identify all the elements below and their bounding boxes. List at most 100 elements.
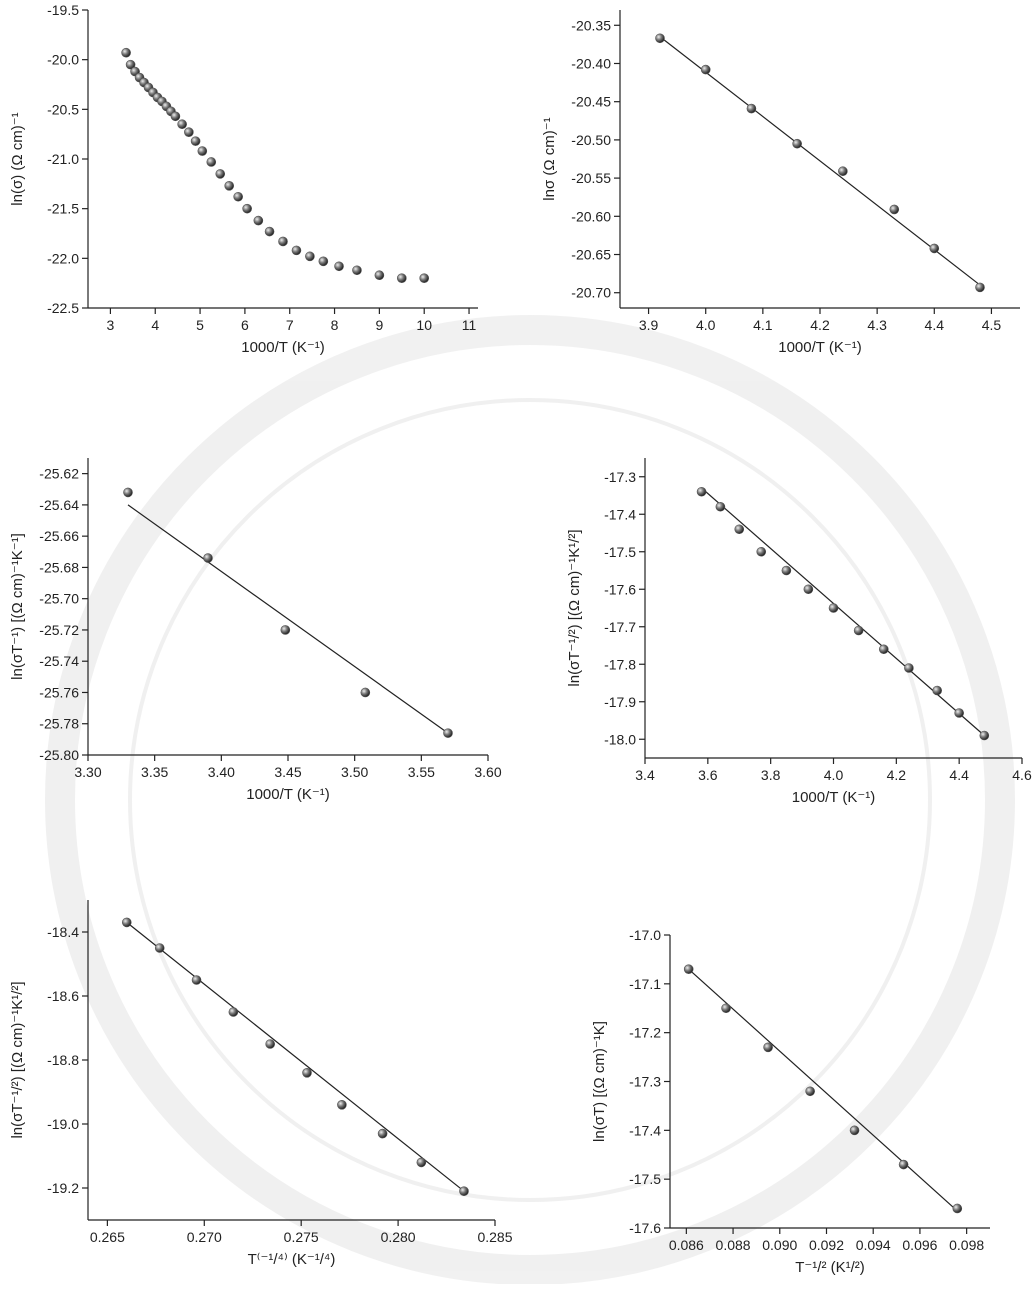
x-tick-label: 3.4: [635, 767, 655, 783]
x-tick-label: 0.098: [949, 1237, 984, 1253]
data-point: [352, 265, 362, 276]
y-tick-label: -17.5: [629, 1171, 661, 1187]
y-tick-label: -25.66: [39, 528, 79, 544]
x-axis-label: 1000/T (K⁻¹): [778, 339, 862, 356]
data-point: [184, 127, 194, 137]
y-tick-label: -25.70: [39, 591, 79, 607]
y-tick-label: -17.7: [604, 619, 636, 635]
data-point: [805, 1086, 815, 1097]
fit-line: [126, 921, 465, 1192]
y-tick-label: -20.35: [571, 17, 611, 33]
x-tick-label: 5: [196, 317, 204, 333]
data-point: [203, 553, 213, 563]
x-tick-label: 4.0: [696, 317, 716, 333]
data-point: [191, 975, 202, 985]
x-tick-label: 3: [107, 317, 115, 333]
data-point: [721, 1003, 731, 1014]
data-point: [123, 487, 133, 498]
x-tick-label: 3.50: [341, 764, 368, 780]
data-point: [121, 917, 132, 928]
x-tick-label: 4: [151, 317, 159, 333]
fit-line: [701, 487, 985, 736]
x-tick-label: 3.60: [474, 764, 501, 780]
data-point: [954, 708, 964, 718]
data-point: [979, 730, 990, 741]
fit-line: [659, 36, 981, 286]
y-tick-label: -21.5: [47, 201, 79, 217]
y-tick-label: -19.0: [47, 1116, 79, 1132]
y-axis-label: ln(σT⁻¹/²) [(Ω cm)⁻¹K¹/²]: [566, 529, 583, 686]
y-tick-label: -18.6: [47, 988, 79, 1004]
data-point: [889, 204, 900, 215]
data-point: [233, 191, 243, 202]
x-tick-label: 3.55: [408, 764, 435, 780]
data-point: [228, 1007, 239, 1017]
x-tick-label: 0.265: [90, 1229, 125, 1245]
data-point: [792, 138, 802, 149]
y-tick-label: -25.76: [39, 684, 79, 700]
data-point: [763, 1042, 773, 1053]
x-tick-label: 0.096: [902, 1237, 937, 1253]
x-tick-label: 10: [416, 317, 432, 333]
x-tick-label: 11: [462, 317, 477, 333]
y-tick-label: -19.5: [47, 2, 79, 18]
data-point: [838, 166, 848, 177]
y-tick-label: -22.0: [47, 250, 79, 266]
data-point: [929, 243, 940, 254]
x-tick-label: 4.4: [949, 767, 969, 783]
y-tick-label: -20.0: [47, 52, 79, 68]
data-point: [242, 203, 252, 214]
y-tick-label: -17.6: [604, 581, 636, 597]
y-tick-label: -25.72: [39, 622, 79, 638]
data-point: [280, 625, 291, 635]
data-point: [215, 169, 226, 179]
x-tick-label: 9: [375, 317, 383, 333]
y-tick-label: -25.80: [39, 747, 79, 763]
data-point: [177, 119, 187, 130]
x-tick-label: 0.092: [809, 1237, 844, 1253]
data-point: [125, 59, 136, 70]
data-point: [264, 226, 275, 237]
y-axis-label: ln(σ) (Ω cm)⁻¹: [9, 112, 26, 205]
y-tick-label: -20.70: [571, 285, 611, 301]
y-tick-label: -17.1: [629, 976, 661, 992]
x-tick-label: 0.270: [187, 1229, 222, 1245]
data-point: [655, 33, 665, 44]
x-tick-label: 6: [241, 317, 249, 333]
x-tick-label: 4.3: [867, 317, 887, 333]
x-tick-label: 3.35: [141, 764, 168, 780]
data-point: [190, 136, 201, 146]
y-tick-label: -17.8: [604, 656, 636, 672]
data-point: [278, 236, 288, 247]
y-tick-label: -18.0: [604, 731, 636, 747]
data-point: [206, 157, 217, 167]
y-tick-label: -25.78: [39, 716, 79, 732]
data-point: [853, 625, 864, 636]
x-tick-label: 4.5: [982, 317, 1002, 333]
x-tick-label: 4.4: [925, 317, 945, 333]
chart-panel: 3.30 3.35 3.40 3.45 3.50 3.55 3.60 -25.80 -25.78…: [9, 458, 502, 803]
y-tick-label: -17.4: [629, 1122, 661, 1138]
y-tick-label: -22.5: [47, 300, 79, 316]
data-point: [904, 663, 914, 673]
data-point: [374, 270, 385, 281]
y-tick-label: -20.40: [571, 55, 611, 71]
data-point: [756, 546, 767, 557]
chart-panel: 0.265 0.270 0.275 0.280 0.285 -19.2 -19.0 -18.8…: [9, 900, 513, 1268]
data-point: [265, 1039, 275, 1049]
data-point: [459, 1186, 469, 1196]
y-tick-label: -18.4: [47, 924, 79, 940]
fit-line: [127, 504, 449, 734]
x-axis-label: 1000/T (K⁻¹): [792, 789, 876, 806]
x-tick-label: 0.094: [856, 1237, 891, 1253]
x-tick-label: 0.088: [716, 1237, 751, 1253]
x-tick-label: 4.1: [753, 317, 773, 333]
y-axis-label: ln(σT⁻¹/²) [(Ω cm)⁻¹K¹/²]: [9, 981, 26, 1138]
y-tick-label: -17.5: [604, 544, 636, 560]
data-point: [396, 273, 407, 284]
y-tick-label: -20.50: [571, 132, 611, 148]
x-axis-label: T⁻¹/² (K¹/²): [795, 1259, 865, 1276]
data-point: [975, 282, 985, 293]
data-point: [696, 486, 707, 497]
y-axis-label: ln(σT⁻¹) [(Ω cm)⁻¹K⁻¹]: [9, 533, 26, 680]
